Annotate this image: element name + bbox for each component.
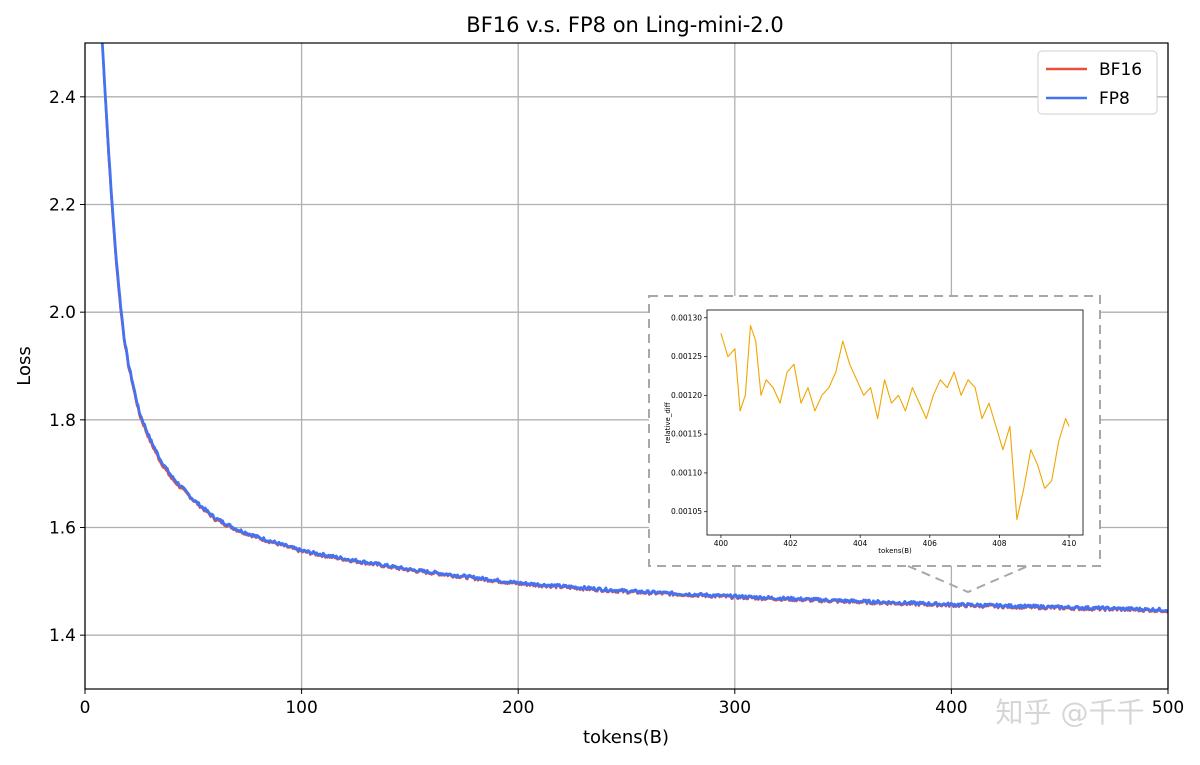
series-line-fp8 [100,43,1168,613]
inset-plot-frame [706,309,1084,536]
inset-series-line [720,324,1070,521]
inset-x-tick-label: 410 [1062,539,1077,548]
inset-callout-pointer [907,565,1029,594]
inset-y-tick-label: 0.00125 [671,352,702,361]
inset-x-tick-label: 406 [923,539,938,548]
main-axis-ticks: 0 100 200 300 400 500 1.4 1.6 1.8 2.0 2.2 2.4 [49,88,1184,718]
legend: BF16 FP8 [1037,50,1158,115]
main-plot-frame [84,42,1169,690]
x-tick-label: 500 [1152,698,1184,718]
y-tick-label: 1.6 [49,519,76,539]
y-tick-label: 1.8 [49,411,76,431]
inset-x-tick-label: 408 [992,539,1007,548]
y-axis-label: Loss [14,346,35,385]
legend-label-fp8: FP8 [1099,89,1130,109]
x-axis-label: tokens(B) [583,727,669,748]
y-tick-label: 2.4 [49,88,76,108]
x-tick-label: 200 [502,698,534,718]
y-tick-label: 1.4 [49,626,76,646]
inset-y-tick-label: 0.00115 [671,430,702,439]
inset-dashed-frame [648,295,1101,567]
watermark-text: 知乎 @千千 [996,696,1145,729]
x-tick-label: 100 [285,698,317,718]
inset-x-axis-label: tokens(B) [878,547,912,555]
main-series [100,43,1168,614]
y-tick-label: 2.0 [49,303,76,323]
inset-series [720,324,1070,521]
inset-y-axis-label: relative_diff [664,402,672,443]
x-tick-label: 400 [935,698,967,718]
inset-x-tick-label: 400 [714,539,729,548]
inset-y-tick-label: 0.00105 [671,507,702,516]
x-tick-label: 300 [719,698,751,718]
y-tick-label: 2.2 [49,196,76,216]
inset-x-tick-label: 402 [783,539,798,548]
inset-axis-ticks: 400 402 404 406 408 410 0.00105 0.00110 0.00115 0… [671,313,1076,548]
legend-label-bf16: BF16 [1099,60,1142,80]
inset-x-tick-label: 404 [853,539,868,548]
inset-y-tick-label: 0.00110 [671,468,702,477]
inset-y-tick-label: 0.00130 [671,313,702,322]
inset-y-tick-label: 0.00120 [671,391,702,400]
x-tick-label: 0 [80,698,91,718]
chart-title: BF16 v.s. FP8 on Ling-mini-2.0 [466,13,783,37]
inset-panel: 400 402 404 406 408 410 0.00105 0.00110 0.00115 0… [648,295,1101,594]
